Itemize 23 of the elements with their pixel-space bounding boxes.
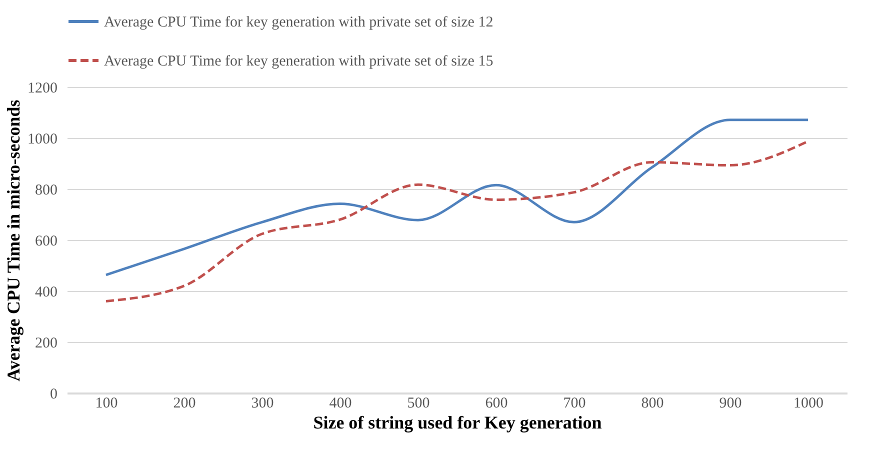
y-tick-label: 1200 [28,80,58,96]
x-tick-label: 200 [173,396,196,412]
x-tick-label: 300 [251,396,274,412]
legend-label: Average CPU Time for key generation with private set of size 12 [104,14,494,30]
y-tick-label: 0 [50,386,58,402]
line-series [104,140,810,302]
x-axis-title: Size of string used for Key generation [313,412,602,432]
x-tick-label: 900 [719,396,742,412]
x-tick-label: 500 [407,396,430,412]
y-tick-label: 600 [35,234,58,250]
y-tick-label: 400 [35,284,58,300]
x-tick-label: 1000 [794,396,824,412]
x-tick-label: 800 [641,396,664,412]
y-tick-label: 800 [35,182,58,198]
legend-label: Average CPU Time for key generation with private set of size 15 [104,54,494,70]
x-tick-label: 700 [563,396,586,412]
y-axis-title: Average CPU Time in micro-seconds [4,100,24,382]
y-tick-label: 200 [35,336,58,352]
line-series [104,118,810,276]
y-tick-label: 1000 [28,132,58,148]
x-tick-label: 400 [329,396,352,412]
x-tick-label: 600 [485,396,508,412]
x-tick-label: 100 [95,396,118,412]
